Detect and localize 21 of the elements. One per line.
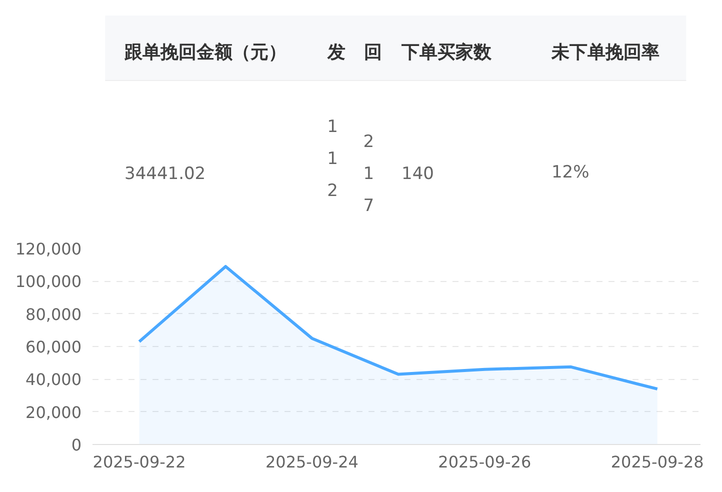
text: 140 — [402, 164, 434, 184]
category-label: 回 — [364, 42, 382, 63]
x-tick-label: 2025-09-24 — [265, 452, 358, 472]
y-tick-label: 60,000 — [26, 338, 82, 356]
category-label: 跟单挽回金额（元） — [124, 42, 286, 63]
y-tick-label: 100,000 — [15, 272, 82, 292]
text: 12% — [551, 162, 590, 182]
y-tick-label: 40,000 — [26, 370, 82, 390]
x-tick-label: 2025-09-28 — [610, 452, 704, 472]
y-tick-label: 0 — [71, 436, 82, 454]
x-tick-label: 2025-09-22 — [92, 452, 186, 472]
y-tick-label: 80,000 — [26, 304, 82, 324]
y-tick-label: 20,000 — [26, 402, 82, 422]
category-label: 未下单挽回率 — [550, 42, 660, 63]
text: 34441.02 — [124, 164, 206, 184]
category-label: 发 — [326, 42, 346, 63]
y-tick-label: 120,000 — [15, 240, 82, 258]
x-tick-label: 2025-09-26 — [438, 452, 532, 472]
text: 112 — [327, 117, 338, 201]
category-label: 下单买家数 — [400, 42, 493, 63]
text: 217 — [363, 132, 374, 216]
